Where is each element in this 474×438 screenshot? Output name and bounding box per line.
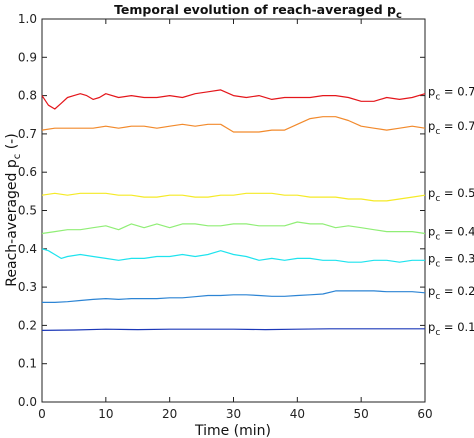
series-end-label: pc = 0.38	[428, 251, 474, 269]
series-line	[41, 221, 426, 235]
y-tick-label: 0.5	[18, 204, 37, 218]
y-axis-title: Reach-averaged pc (-)	[4, 133, 23, 286]
series-end-label: pc = 0.19	[428, 320, 474, 338]
series-end-label: pc = 0.27	[428, 284, 474, 302]
series-labels: pc = 0.79 pc = 0.72 pc = 0.54 pc = 0.46 pc =…	[428, 85, 474, 338]
series-layer	[41, 89, 426, 331]
series-line	[41, 89, 426, 110]
series-line	[41, 192, 426, 202]
y-tick-label: 0.1	[18, 357, 37, 371]
x-tick-label: 50	[354, 407, 369, 421]
series-line	[42, 290, 426, 303]
chart-title: Temporal evolution of reach-averaged pc	[114, 2, 402, 21]
x-tick-label: 30	[226, 407, 241, 421]
series-end-label: pc = 0.54	[428, 186, 474, 204]
series-end-label: pc = 0.46	[428, 224, 474, 242]
x-tick-label: 20	[162, 407, 177, 421]
y-tick-label: 1.0	[18, 12, 37, 26]
series-end-label: pc = 0.79	[428, 85, 474, 103]
x-tick-label: 40	[290, 407, 305, 421]
y-tick-label: 0.7	[18, 127, 37, 141]
series-line	[41, 116, 426, 133]
y-tick-label: 0.9	[18, 50, 37, 64]
y-tick-label: 0.3	[18, 280, 37, 294]
y-tick-label: 0.2	[18, 318, 37, 332]
y-tick-label: 0.8	[18, 89, 37, 103]
x-axis-title: Time (min)	[194, 423, 271, 438]
series-line	[41, 248, 425, 263]
series-line	[41, 328, 425, 331]
plot-area	[41, 18, 426, 403]
x-axis: 0 10 20 30 40 50 60	[38, 19, 433, 421]
x-tick-label: 60	[417, 407, 432, 421]
y-axis: 0.0 0.1 0.2 0.3 0.4 0.5 0.6 0.7 0.8 0.9 1.0	[18, 12, 425, 409]
y-tick-label: 0.0	[18, 395, 37, 409]
x-tick-label: 10	[98, 407, 113, 421]
x-tick-label: 0	[38, 407, 46, 421]
y-tick-label: 0.6	[18, 165, 37, 179]
y-tick-label: 0.4	[18, 242, 37, 256]
series-end-label: pc = 0.72	[428, 119, 474, 137]
